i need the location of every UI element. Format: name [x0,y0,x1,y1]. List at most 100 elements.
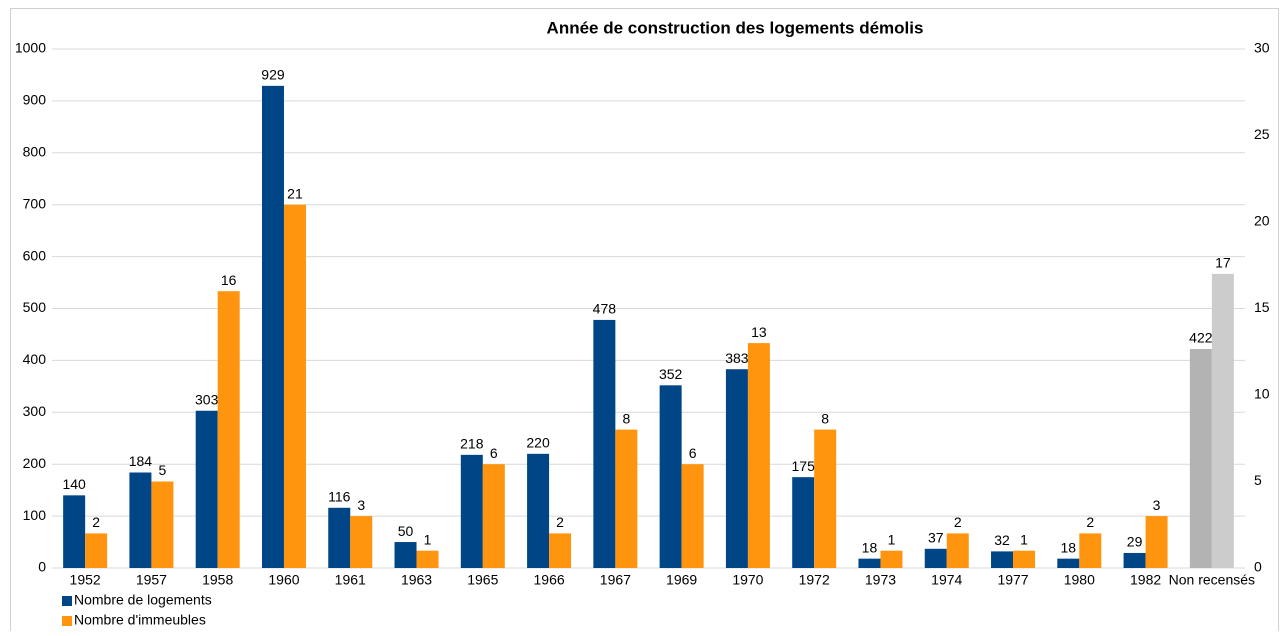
bar [792,477,815,568]
data-label: 478 [593,301,617,317]
y2-tick-label: 5 [1254,472,1262,488]
bar [549,533,572,568]
bar [63,495,86,568]
data-label: 140 [62,476,86,492]
bar [1211,273,1234,568]
data-label: 1 [1020,531,1028,547]
legend-label: Nombre d'immeubles [74,612,206,628]
bar [946,533,969,568]
bar [814,429,837,568]
bar [747,343,770,568]
bar [725,369,748,568]
y-tick-label: 100 [23,507,47,523]
data-label: 5 [159,462,167,478]
bar [880,550,903,568]
x-tick-label: 1961 [335,572,366,588]
y2-tick-label: 0 [1254,559,1262,575]
y-tick-label: 1000 [15,40,46,56]
bar [283,204,306,568]
chart-title: Année de construction des logements démo… [547,18,924,37]
bar [394,542,417,568]
x-tick-label: 1957 [136,572,167,588]
data-label: 18 [862,539,878,555]
bar [593,319,616,568]
x-tick-label: 1963 [401,572,432,588]
data-label: 116 [328,488,351,504]
data-label: 6 [689,445,697,461]
bar [527,453,550,568]
bar [659,385,682,568]
bar [615,429,638,568]
x-tick-label: 1958 [202,572,233,588]
bar [924,548,947,568]
legend-swatch [62,596,72,606]
x-tick-label: 1982 [1130,572,1161,588]
legend-swatch [62,616,72,626]
data-label: 16 [221,272,237,288]
bar [151,481,174,568]
data-label: 175 [792,458,816,474]
data-label: 50 [398,523,414,539]
data-label: 13 [751,324,767,340]
frame [10,8,1279,636]
bar [1123,552,1146,568]
bar [416,550,439,568]
y-tick-label: 600 [23,247,47,263]
y-tick-label: 800 [23,144,47,160]
y2-tick-label: 30 [1254,40,1270,56]
data-label: 32 [994,532,1010,548]
bar [129,472,152,568]
y2-tick-label: 10 [1254,386,1270,402]
data-label: 303 [195,391,219,407]
data-label: 422 [1189,330,1213,346]
data-label: 184 [129,453,153,469]
bar [681,464,704,568]
x-tick-label: 1973 [865,572,896,588]
data-label: 218 [460,436,484,452]
data-label: 29 [1127,534,1143,550]
y-tick-label: 500 [23,299,47,315]
bar [85,533,108,568]
x-tick-label: 1977 [997,572,1028,588]
data-label: 18 [1061,539,1077,555]
y2-tick-label: 25 [1254,126,1270,142]
data-label: 2 [92,514,100,530]
data-label: 352 [659,366,683,382]
data-label: 8 [622,410,630,426]
y-tick-label: 200 [23,455,47,471]
bar [1057,558,1080,568]
x-tick-label: 1966 [534,572,565,588]
bar [1189,348,1212,568]
data-label: 17 [1215,255,1231,271]
legend-label: Nombre de logements [74,592,212,608]
bar [991,551,1014,568]
data-label: 21 [287,185,303,201]
bar [460,454,483,568]
data-label: 2 [954,514,962,530]
y-tick-label: 0 [38,559,46,575]
bar [217,291,240,568]
bar [350,516,373,568]
bar [195,410,218,568]
data-label: 8 [821,410,829,426]
data-label: 1 [424,531,432,547]
data-label: 3 [1153,497,1161,513]
x-tick-label: 1972 [799,572,830,588]
y-tick-label: 300 [23,403,47,419]
bar [1079,533,1102,568]
x-tick-label: 1980 [1064,572,1095,588]
y2-tick-label: 15 [1254,299,1270,315]
bar [261,85,284,568]
data-label: 1 [888,531,896,547]
bar [1013,550,1036,568]
data-label: 929 [261,67,285,83]
x-tick-label: 1967 [600,572,631,588]
bar [858,558,881,568]
x-tick-label: 1970 [732,572,763,588]
data-label: 2 [556,514,564,530]
data-label: 220 [526,435,550,451]
data-label: 37 [928,530,944,546]
x-tick-label: 1969 [666,572,697,588]
x-tick-label: 1952 [70,572,101,588]
